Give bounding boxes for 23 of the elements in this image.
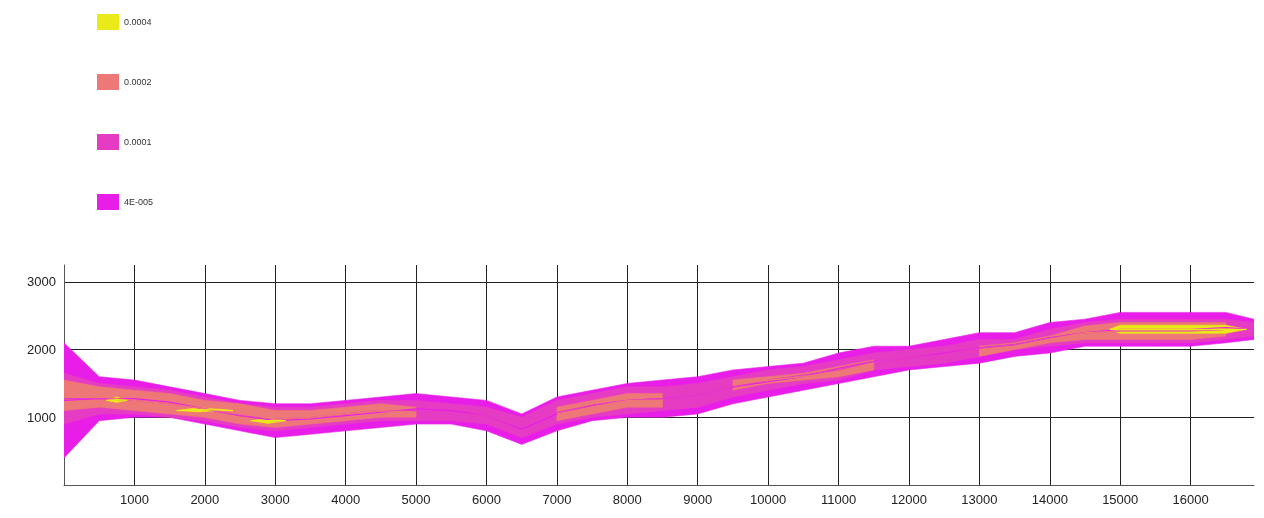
y-tick-label: 2000: [27, 342, 56, 358]
x-tick-label: 14000: [1031, 492, 1068, 507]
x-tick-label: 1000: [119, 492, 149, 507]
x-tick-label: 9000: [683, 492, 713, 507]
x-tick-label: 3000: [260, 492, 290, 507]
legend-label: 4E-005: [124, 197, 154, 207]
y-tick-label: 1000: [27, 409, 56, 425]
legend-label: 0.0001: [124, 137, 152, 147]
x-tick-label: 12000: [890, 492, 928, 507]
x-tick-label: 6000: [472, 492, 501, 507]
x-tick-label: 16000: [1172, 492, 1209, 507]
x-tick-label: 4000: [331, 492, 361, 507]
x-tick-label: 11000: [820, 492, 857, 507]
x-tick-label: 5000: [401, 492, 431, 507]
x-tick-label: 13000: [961, 492, 998, 507]
x-tick-label: 8000: [612, 492, 642, 507]
legend-label: 0.0002: [124, 77, 152, 87]
x-tick-label: 15000: [1102, 492, 1139, 507]
x-tick-label: 7000: [542, 492, 572, 507]
x-tick-label: 2000: [190, 492, 220, 507]
y-tick-label: 3000: [27, 274, 56, 290]
legend-label: 0.0004: [124, 17, 152, 27]
x-tick-label: 10000: [750, 492, 787, 507]
